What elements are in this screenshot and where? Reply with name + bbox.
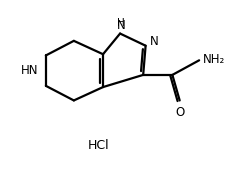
Text: HCl: HCl — [87, 139, 109, 152]
Text: HN: HN — [21, 64, 38, 77]
Text: H: H — [117, 18, 125, 28]
Text: O: O — [175, 106, 184, 119]
Text: N: N — [150, 35, 159, 48]
Text: NH₂: NH₂ — [203, 53, 225, 66]
Text: N: N — [117, 19, 126, 32]
